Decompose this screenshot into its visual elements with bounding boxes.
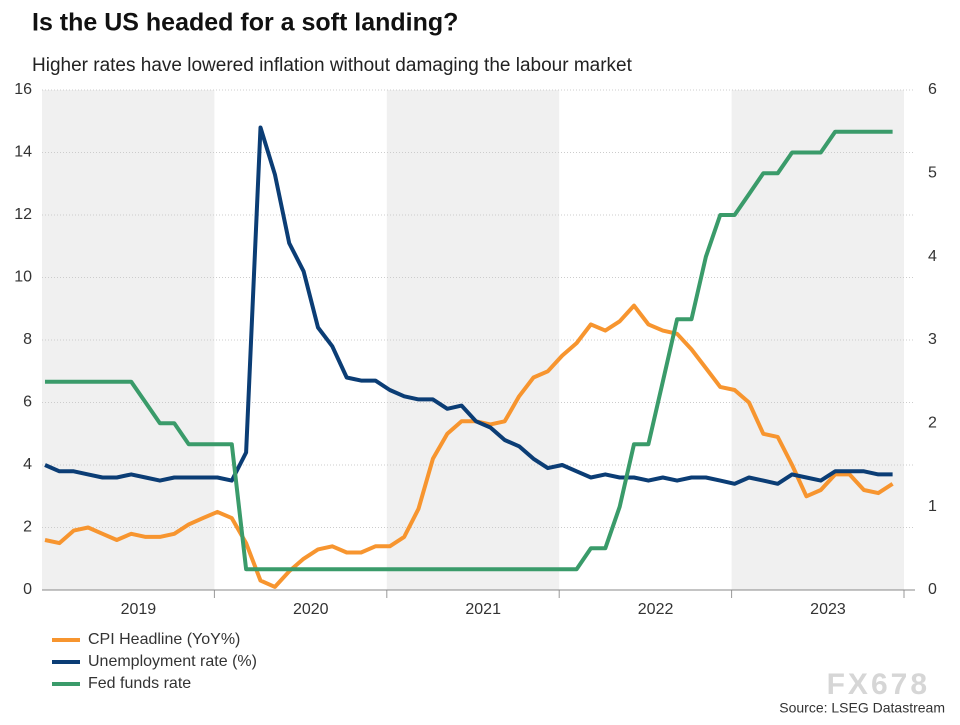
x-tick-label: 2022 [638,601,674,618]
chart-title: Is the US headed for a soft landing? [32,9,458,37]
y-tick-label: 14 [14,144,32,161]
series-line [44,125,893,486]
year-band [386,90,560,590]
chart-subtitle: Higher rates have lowered inflation with… [32,55,633,76]
y2-tick-label: 6 [928,81,937,98]
y-tick-label: 16 [14,81,32,98]
x-tick-label: 2020 [293,601,329,618]
x-tick-label: 2021 [465,601,501,618]
year-band [731,90,904,590]
y2-tick-label: 1 [928,498,937,515]
y-tick-label: 6 [23,394,32,411]
legend-label: Fed funds rate [88,675,191,692]
watermark: FX678 [827,668,930,701]
year-band [42,90,215,590]
y-tick-label: 10 [14,269,32,286]
legend-label: CPI Headline (YoY%) [88,631,240,648]
y2-tick-label: 0 [928,581,937,598]
x-tick-label: 2019 [121,601,157,618]
y2-tick-label: 2 [928,415,937,432]
y-tick-label: 4 [23,456,32,473]
series-line [45,129,893,572]
y2-tick-label: 4 [928,248,937,265]
y-tick-label: 8 [23,331,32,348]
y-tick-label: 0 [23,581,32,598]
y2-tick-label: 5 [928,165,937,182]
legend-label: Unemployment rate (%) [88,653,257,670]
y-tick-label: 12 [14,206,32,223]
source: Source: LSEG Datastream [779,700,945,716]
y-tick-label: 2 [23,519,32,536]
y2-tick-label: 3 [928,331,937,348]
series-line [44,303,894,589]
x-tick-label: 2023 [810,601,846,618]
